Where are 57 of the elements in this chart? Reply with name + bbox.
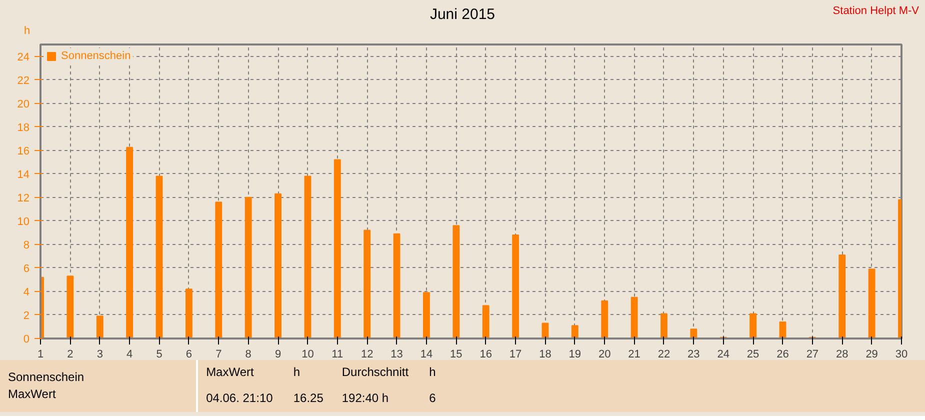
x-tick-label: 18	[539, 348, 552, 360]
y-tick-label: 12	[17, 192, 30, 204]
x-tick-label: 21	[628, 348, 640, 360]
x-tick-label: 29	[866, 348, 878, 360]
x-tick-label: 16	[480, 348, 492, 360]
x-tick-label: 28	[836, 348, 848, 360]
x-tick-label: 6	[186, 348, 192, 360]
x-tick-label: 9	[274, 348, 282, 360]
y-tick-label: 24	[17, 51, 30, 64]
x-tick-label: 15	[450, 348, 462, 360]
x-tick-label: 22	[658, 348, 670, 360]
y-tick-label: 22	[17, 74, 30, 87]
y-tick-label: 8	[23, 239, 30, 252]
y-tick-label: 18	[17, 122, 30, 134]
x-tick-label: 3	[96, 348, 103, 360]
y-axis-title: h	[24, 24, 30, 39]
y-tick-label: 16	[17, 145, 30, 158]
x-tick-label: 13	[390, 348, 403, 360]
x-tick-label: 23	[688, 348, 700, 360]
x-tick-label: 2	[67, 348, 74, 360]
x-tick-label: 4	[126, 348, 133, 360]
x-tick-label: 10	[302, 348, 314, 360]
x-tick-label: 7	[216, 348, 222, 360]
text: MaxWert	[205, 364, 255, 382]
legend-label: Sonnenschein	[61, 50, 131, 62]
text: h	[292, 364, 302, 382]
text: Sonnenschein	[8, 370, 84, 384]
text: Station Helpt M-V	[832, 4, 919, 19]
x-tick-label: 24	[717, 348, 730, 360]
text: h	[428, 364, 437, 382]
y-tick-label: 14	[17, 168, 30, 181]
y-tick-label: 10	[17, 216, 30, 228]
x-tick-label: 19	[568, 348, 582, 360]
x-tick-label: 14	[420, 348, 433, 360]
x-tick-label: 1	[37, 348, 44, 360]
x-tick-label: 27	[806, 348, 819, 360]
text: 192:40 h	[340, 390, 390, 408]
x-tick-label: 12	[360, 348, 374, 360]
x-tick-label: 8	[245, 348, 252, 360]
text: 04.06. 21:10	[205, 390, 274, 408]
x-tick-label: 30	[895, 348, 908, 360]
y-tick-label: 20	[17, 98, 30, 110]
text: Durchschnitt	[340, 364, 410, 382]
x-tick-label: 20	[598, 348, 611, 360]
x-tick-label: 25	[746, 348, 760, 360]
text: MaxWert	[8, 387, 56, 401]
x-tick-label: 17	[509, 348, 522, 360]
x-tick-label: 26	[776, 348, 789, 360]
text: 6	[428, 390, 437, 408]
x-tick-label: 11	[332, 348, 344, 360]
y-tick-label: 6	[23, 262, 30, 275]
x-tick-label: 5	[156, 348, 162, 360]
y-tick-label: 0	[23, 334, 30, 346]
text: 16.25	[292, 390, 324, 408]
y-tick-label: 4	[23, 286, 30, 298]
chart-title: Juni 2015	[430, 6, 496, 23]
y-tick-label: 2	[23, 310, 30, 322]
